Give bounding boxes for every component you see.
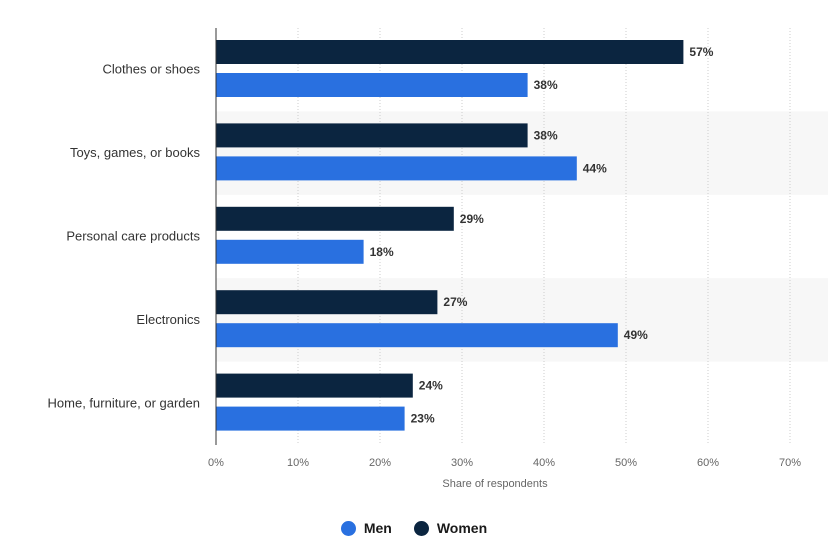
bar-men-clothes-or-shoes[interactable] xyxy=(216,73,528,97)
x-axis-title: Share of respondents xyxy=(442,478,548,490)
x-tick-label-30: 30% xyxy=(451,457,473,469)
bar-men-toys-games-or-books[interactable] xyxy=(216,156,577,181)
bar-women-home-furniture-or-garden[interactable] xyxy=(216,373,413,398)
x-tick-label-10: 10% xyxy=(287,457,309,469)
data-label-men-electronics: 49% xyxy=(624,328,648,342)
category-label-home-furniture-or-garden: Home, furniture, or garden xyxy=(48,395,200,410)
bar-women-clothes-or-shoes[interactable] xyxy=(216,40,684,64)
x-tick-label-20: 20% xyxy=(369,457,391,469)
x-tick-label-60: 60% xyxy=(697,457,719,469)
x-tick-label-50: 50% xyxy=(615,457,637,469)
legend-label-men: Men xyxy=(363,520,392,536)
x-tick-labels: 0% 10% 20% 30% 40% 50% 60% 70% xyxy=(208,457,801,469)
category-label-clothes-or-shoes: Clothes or shoes xyxy=(102,62,200,77)
category-label-personal-care-products: Personal care products xyxy=(66,229,200,244)
bar-women-toys-games-or-books[interactable] xyxy=(216,123,528,148)
x-tick-label-40: 40% xyxy=(533,457,555,469)
data-label-men-toys-games-or-books: 44% xyxy=(583,161,607,175)
x-tick-label-70: 70% xyxy=(779,457,801,469)
category-label-toys-games-or-books: Toys, games, or books xyxy=(70,145,201,160)
legend-item-men[interactable]: Men xyxy=(340,520,392,536)
data-label-women-toys-games-or-books: 38% xyxy=(534,128,558,142)
data-label-men-personal-care-products: 18% xyxy=(370,245,394,259)
chart: 57% 38% 38% 44% 29% 18% 27% 49% 24% 23% Clothes o… xyxy=(47,28,802,490)
legend: Men Women xyxy=(0,520,828,536)
gridlines xyxy=(297,28,791,445)
legend-label-women: Women xyxy=(436,520,488,536)
data-label-women-home-furniture-or-garden: 24% xyxy=(419,379,443,393)
bars: 57% 38% 38% 44% 29% 18% 27% 49% 24% 23% xyxy=(216,40,714,431)
data-label-women-clothes-or-shoes: 57% xyxy=(689,45,713,59)
data-label-men-home-furniture-or-garden: 23% xyxy=(411,412,435,426)
bar-men-personal-care-products[interactable] xyxy=(216,239,364,264)
data-label-women-electronics: 27% xyxy=(443,295,467,309)
bar-women-personal-care-products[interactable] xyxy=(216,206,454,231)
legend-swatch-men xyxy=(340,520,356,536)
legend-item-women[interactable]: Women xyxy=(413,520,488,536)
category-label-electronics: Electronics xyxy=(136,312,200,327)
data-label-men-clothes-or-shoes: 38% xyxy=(534,78,558,92)
x-tick-label-0: 0% xyxy=(208,457,224,469)
bar-men-home-furniture-or-garden[interactable] xyxy=(216,406,405,431)
bar-women-electronics[interactable] xyxy=(216,290,438,315)
data-label-women-personal-care-products: 29% xyxy=(460,212,484,226)
bar-men-electronics[interactable] xyxy=(216,323,618,348)
legend-swatch-women xyxy=(413,520,429,536)
category-labels: Clothes or shoes Toys, games, or books Per… xyxy=(48,62,201,411)
